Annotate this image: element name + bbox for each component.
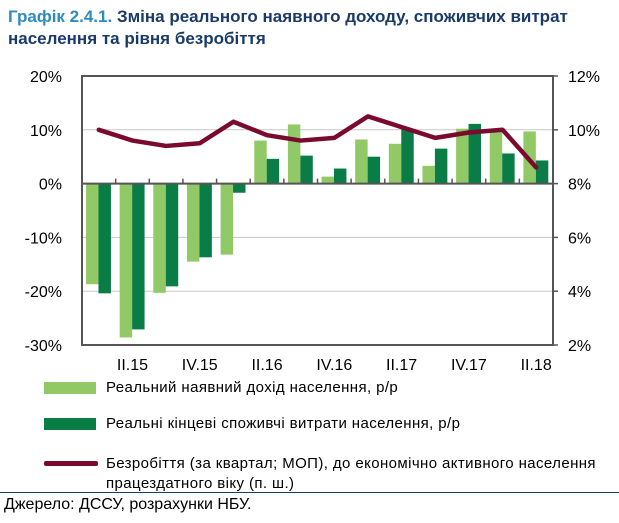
right-tick-label: 8% [568, 177, 591, 194]
source-note: Джерело: ДССУ, розрахунки НБУ. [4, 496, 252, 513]
legend-label-consumption: Реальні кінцеві споживчі витрати населен… [106, 415, 461, 432]
bar-consumption [199, 183, 212, 258]
left-tick-label: 10% [30, 123, 62, 140]
bar-consumption [502, 153, 515, 184]
x-tick-label: II.16 [251, 357, 282, 374]
legend-label-income: Реальний наявний дохід населення, р/р [106, 379, 399, 396]
right-tick-label: 12% [568, 69, 600, 86]
bar-consumption [434, 148, 448, 184]
right-tick-label: 6% [568, 230, 591, 247]
bar-consumption [468, 123, 482, 184]
x-tick-label: II.15 [117, 357, 148, 374]
right-tick-label: 10% [568, 123, 600, 140]
bar-income [254, 140, 267, 184]
bar-consumption [333, 168, 347, 184]
legend-swatch-unemployment [44, 461, 98, 466]
bar-income [489, 131, 503, 184]
bar-income [355, 139, 368, 184]
divider [0, 492, 619, 493]
bar-consumption [98, 183, 111, 294]
left-tick-label: -10% [25, 230, 62, 247]
x-tick-label: IV.15 [182, 357, 218, 374]
legend-label-unemployment: Безробіття (за квартал; МОП), до економі… [106, 455, 596, 492]
x-tick-label: II.18 [521, 357, 552, 374]
bar-consumption [401, 128, 414, 184]
left-tick-label: 0% [39, 177, 62, 194]
bar-income [220, 183, 234, 255]
chart-title-text: Зміна реального наявного доходу, споживч… [8, 7, 568, 48]
legend-swatch-income [44, 382, 96, 394]
bar-consumption [300, 155, 313, 184]
left-tick-label: -30% [25, 338, 62, 355]
bar-consumption [132, 183, 145, 330]
bar-income [321, 176, 334, 184]
unemployment-line [96, 114, 539, 170]
right-tick-label: 4% [568, 284, 591, 301]
chart-title: Графік 2.4.1. Зміна реального наявного д… [8, 6, 608, 50]
right-tick-label: 2% [568, 338, 591, 355]
chart-number: Графік 2.4.1. [8, 7, 113, 26]
plot-frame [81, 75, 554, 346]
bar-income [153, 183, 166, 293]
legend-swatch-consumption [44, 418, 96, 430]
left-tick-label: 20% [30, 69, 62, 86]
chart-area: -30% -20% -10% 0% 10% 20% 2% 4% 6% 8% 10% 12% II.15 I… [25, 69, 600, 374]
x-tick-label: IV.17 [451, 357, 487, 374]
bar-consumption [535, 160, 549, 184]
bar-consumption [165, 183, 179, 287]
bar-income [456, 128, 469, 184]
x-tick-label: II.17 [386, 357, 417, 374]
bar-income [287, 124, 301, 184]
bar-income [86, 183, 99, 285]
bar-income [422, 165, 435, 184]
bar-income [119, 183, 133, 338]
bar-income [388, 143, 402, 184]
bar-income [186, 183, 200, 262]
bar-consumption [266, 158, 280, 184]
bar-consumption [233, 183, 246, 193]
left-tick-label: -20% [25, 284, 62, 301]
bar-consumption [367, 156, 381, 184]
x-tick-label: IV.16 [316, 357, 352, 374]
